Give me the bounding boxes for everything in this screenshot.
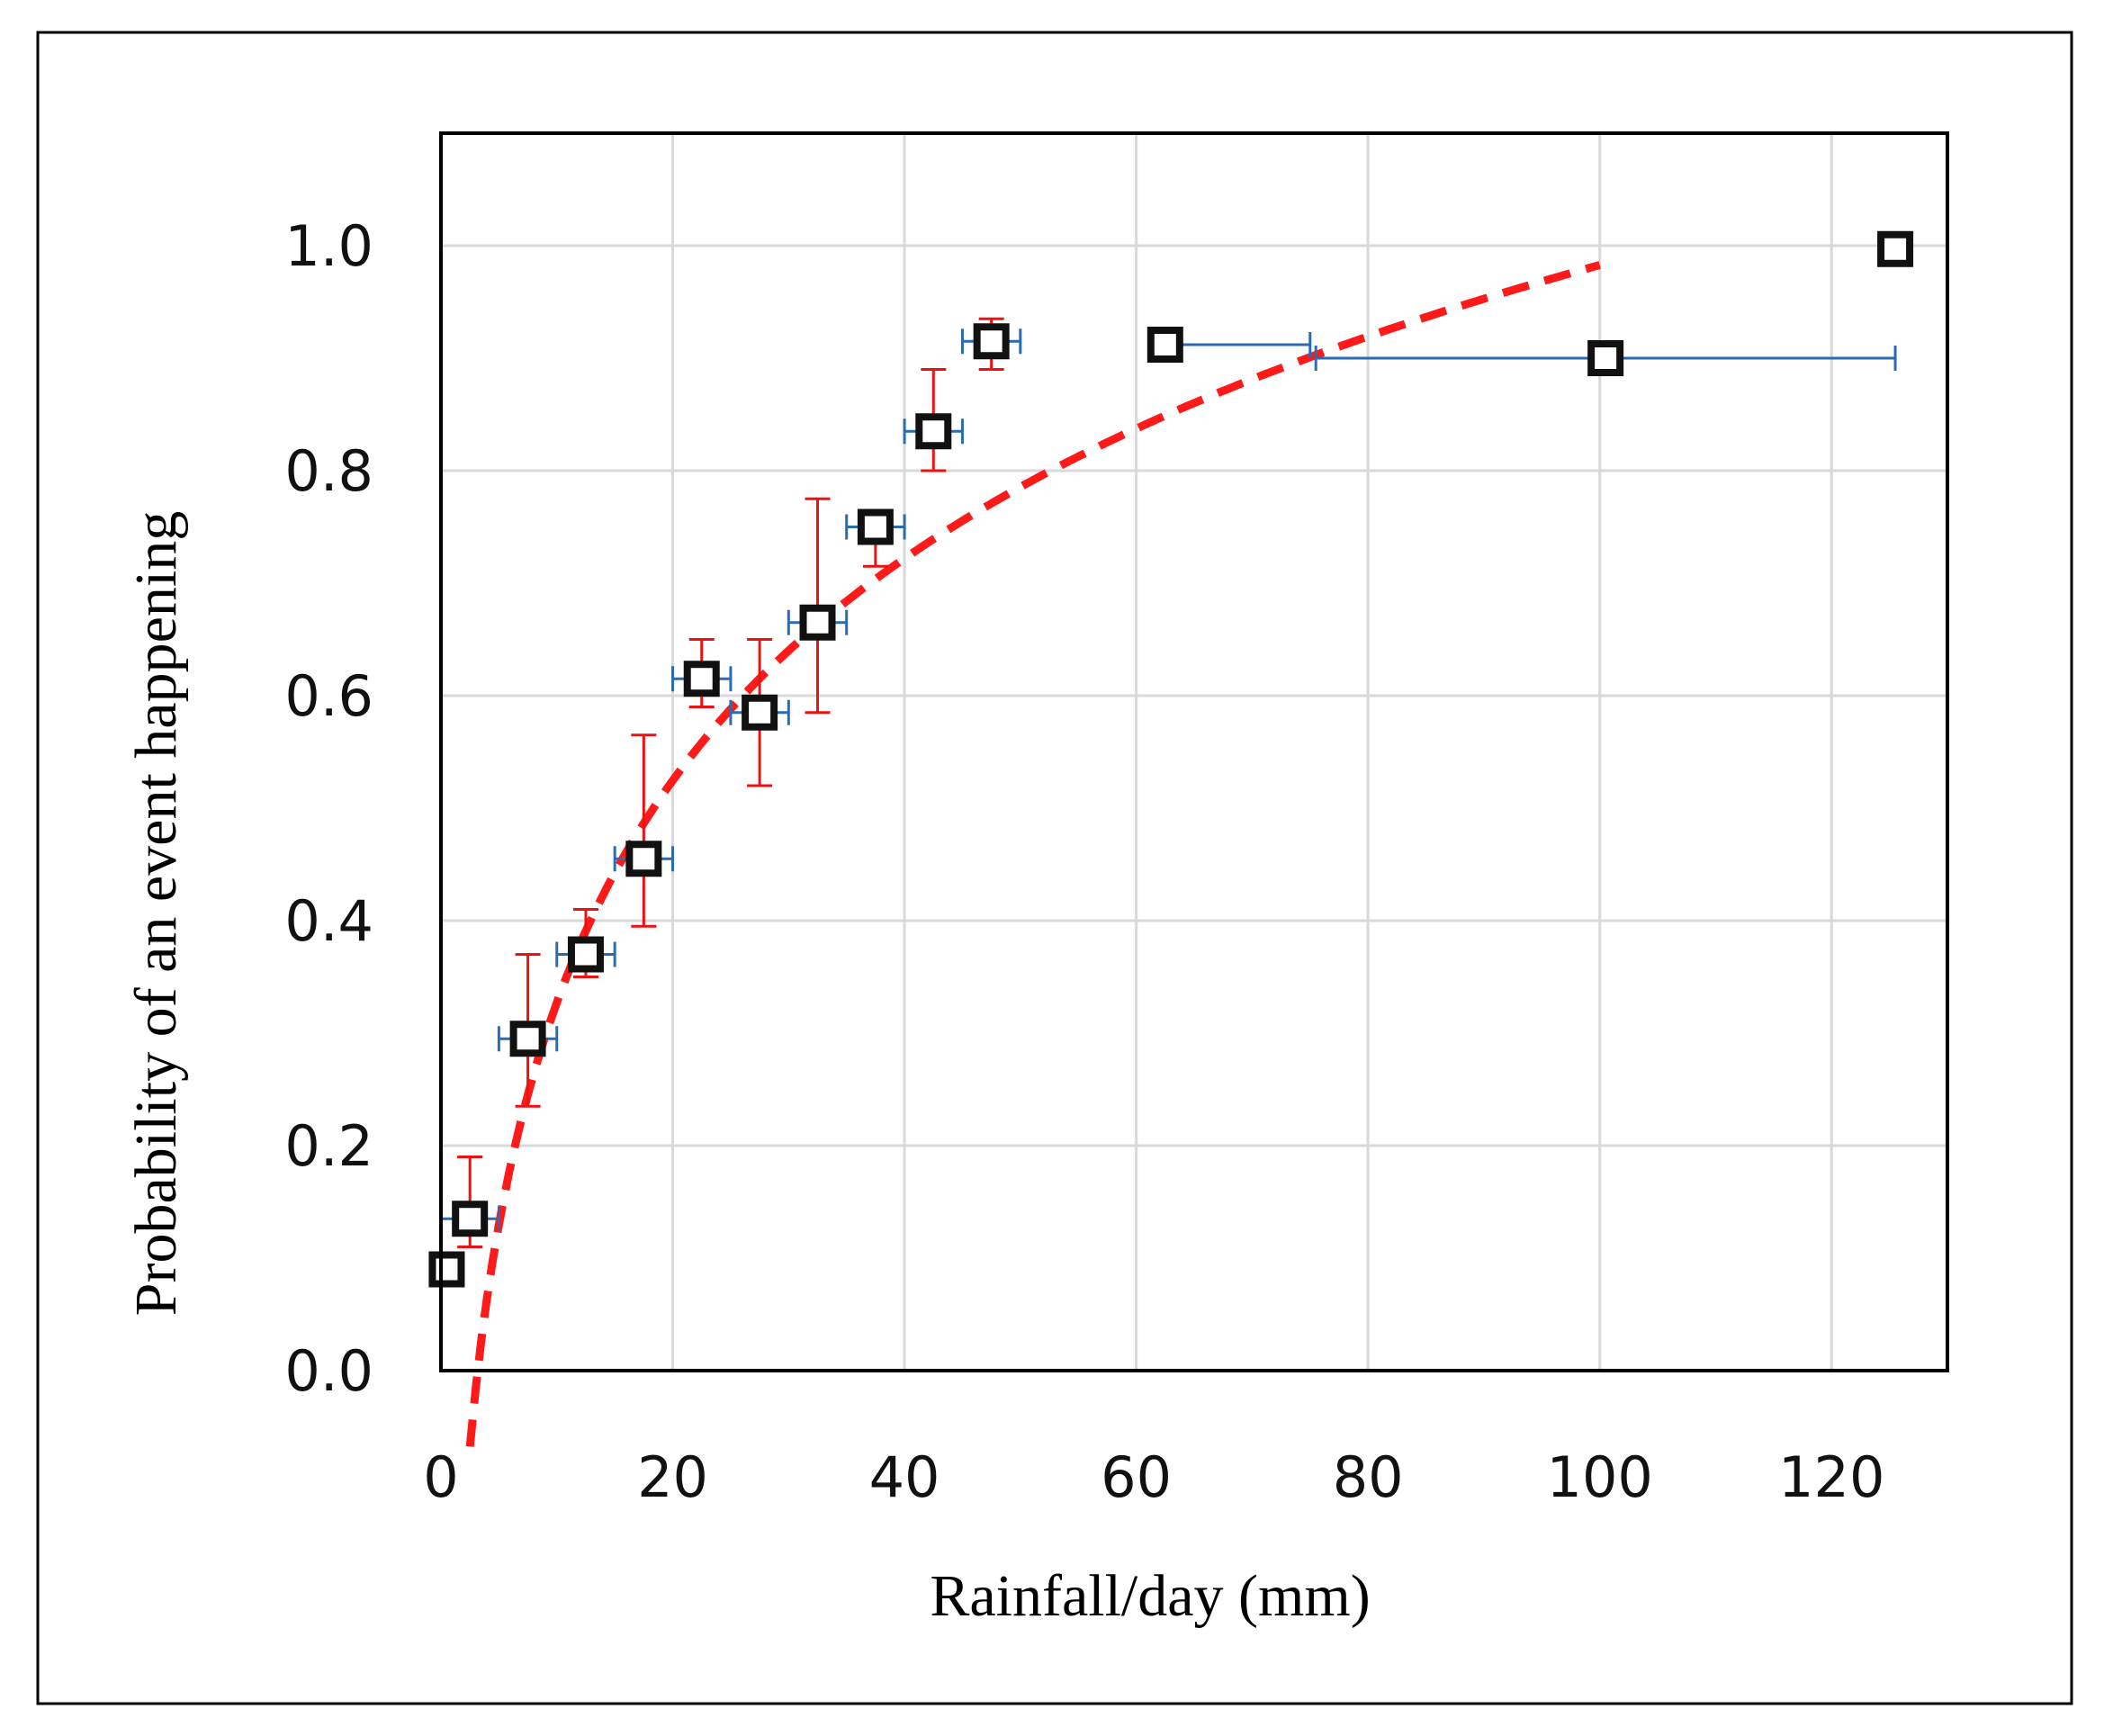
data-point-marker	[1587, 340, 1624, 376]
data-point-marker	[509, 1021, 546, 1057]
data-point-marker	[625, 841, 662, 877]
x-tick-label: 0	[423, 1444, 458, 1510]
y-tick-label: 0.4	[284, 888, 373, 954]
data-point-marker	[799, 604, 836, 641]
x-tick-label: 40	[869, 1444, 940, 1510]
data-point-marker	[428, 1251, 465, 1288]
plot-frame	[439, 131, 1949, 1372]
x-tick-label: 20	[637, 1444, 708, 1510]
y-axis-title: Probability of an event happening	[123, 511, 189, 1316]
tick-labels: 0 20 40 60 80 100 120 0.0 0.2 0.4 0.6 0.8 1.0	[284, 213, 1884, 1510]
y-tick-label: 0.0	[284, 1338, 373, 1404]
markers	[428, 230, 1914, 1288]
x-axis-title: Rainfall/day (mm)	[930, 1563, 1370, 1629]
data-point-marker	[1146, 327, 1183, 363]
data-point-marker	[452, 1201, 489, 1237]
trend-line	[465, 261, 1601, 1447]
data-point-marker	[915, 413, 952, 450]
y-tick-label: 0.8	[284, 438, 373, 504]
data-point-marker	[857, 508, 894, 545]
y-tick-label: 0.2	[284, 1113, 373, 1179]
x-tick-label: 60	[1101, 1444, 1172, 1510]
y-tick-label: 1.0	[284, 213, 373, 279]
data-point-marker	[567, 936, 604, 973]
x-tick-label: 80	[1333, 1444, 1404, 1510]
y-tick-label: 0.6	[284, 663, 373, 729]
x-tick-label: 100	[1547, 1444, 1653, 1510]
grid-layer	[441, 133, 1947, 1371]
outer-border	[36, 31, 2073, 1705]
data-point-marker	[1877, 230, 1914, 267]
data-point-marker	[742, 694, 778, 731]
data-point-marker	[973, 323, 1010, 360]
data-point-marker	[683, 661, 720, 697]
x-tick-label: 120	[1778, 1444, 1884, 1510]
trend-layer	[465, 261, 1601, 1447]
